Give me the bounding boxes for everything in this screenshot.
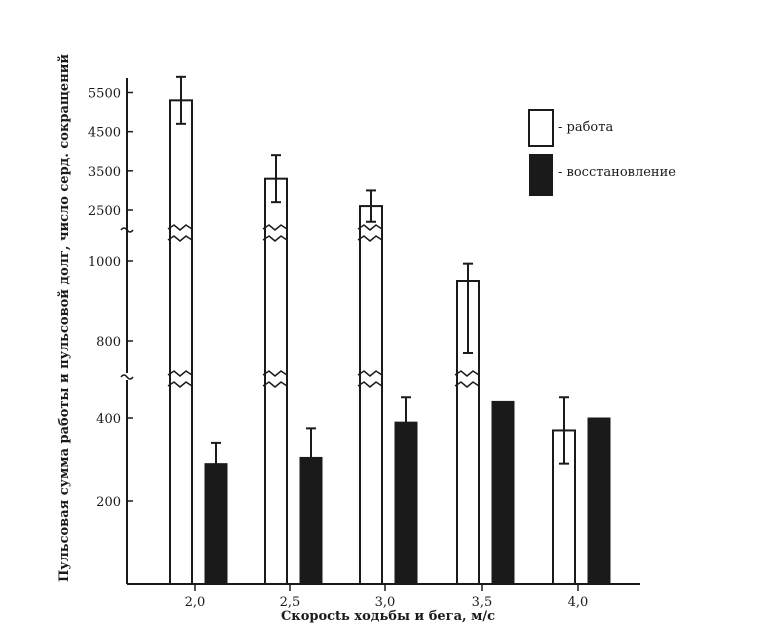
bars <box>167 75 611 586</box>
legend: - работа - восстановление <box>528 109 676 196</box>
bar-break-mark <box>262 381 288 388</box>
axis-break-mark-upper <box>120 227 134 233</box>
bar-work <box>169 99 193 585</box>
x-tick-label: 2,5 <box>280 595 301 610</box>
bar-break-mark <box>357 381 383 388</box>
bar-break-mark <box>454 381 480 388</box>
legend-label-work: - работа <box>558 120 613 135</box>
bar-recovery <box>299 456 323 585</box>
bar-break-mark <box>167 381 193 388</box>
legend-label-recovery: - восстановление <box>558 165 676 180</box>
x-tick-label: 3,5 <box>472 595 493 610</box>
x-tick-label: 2,0 <box>185 595 206 610</box>
y-tick-label: 2500 <box>88 204 121 219</box>
bar-recovery <box>204 463 228 585</box>
x-ticks: 2,0 2,5 3,0 3,5 4,0 <box>185 584 589 610</box>
bar-break-mark <box>167 235 193 242</box>
bar-break-mark <box>167 370 193 377</box>
bar-break-mark <box>262 224 288 231</box>
bar-break-mark <box>357 370 383 377</box>
x-tick-label: 4,0 <box>568 595 589 610</box>
x-axis-label: Скоросtь ходьбы и бега, м/с <box>281 609 495 624</box>
y-tick-label: 1000 <box>88 255 121 270</box>
bar-recovery <box>394 421 418 585</box>
bar-break-mark <box>454 370 480 377</box>
y-tick-label: 3500 <box>88 165 121 180</box>
bar-work <box>359 205 383 585</box>
legend-swatch-work <box>528 109 554 147</box>
axis-break-mark-lower <box>120 374 134 380</box>
y-ticks: 200 400 800 1000 2500 3500 4500 5500 <box>88 87 133 510</box>
bar-break-mark <box>357 235 383 242</box>
y-tick-label: 400 <box>96 412 121 427</box>
y-tick-label: 5500 <box>88 87 121 102</box>
legend-swatch-recovery <box>529 154 553 196</box>
bar-break-mark <box>262 370 288 377</box>
bar-break-mark <box>357 224 383 231</box>
bar-break-mark <box>262 235 288 242</box>
y-axis-label: Пульсовая сумма работы и пульсовой долг,… <box>57 54 72 582</box>
bar-break-mark <box>167 224 193 231</box>
y-tick-label: 4500 <box>88 126 121 141</box>
x-tick-label: 3,0 <box>375 595 396 610</box>
y-tick-label: 800 <box>96 335 121 350</box>
y-tick-label: 200 <box>96 495 121 510</box>
